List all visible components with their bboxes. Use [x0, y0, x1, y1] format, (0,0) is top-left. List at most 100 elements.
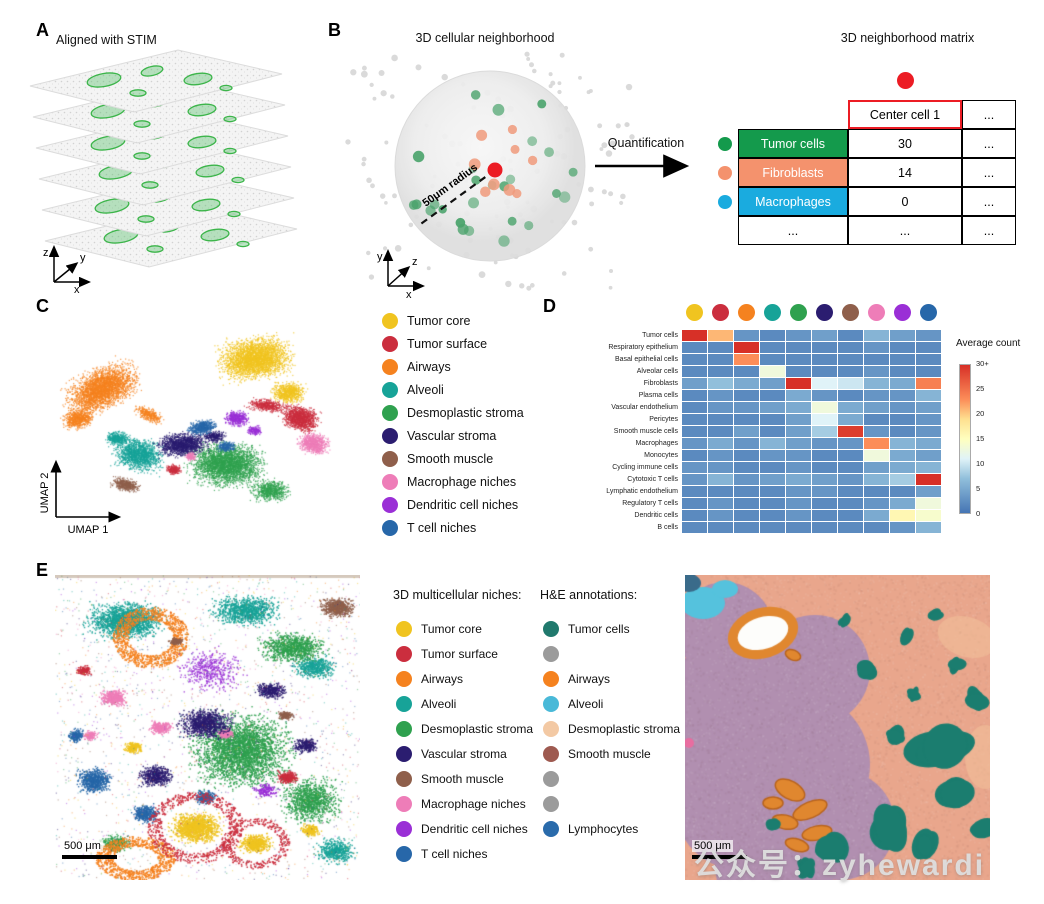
legend-label: Airways — [421, 671, 464, 686]
legend-color-dot — [382, 312, 398, 329]
matrix-row-dot-cell — [712, 187, 738, 216]
heatmap-cell — [838, 498, 863, 509]
quantification-label: Quantification — [607, 136, 685, 150]
matrix-value-cell: 14 — [848, 158, 962, 187]
scale-bar-left-label: 500 μm — [62, 840, 103, 852]
niche-column-dot — [738, 304, 755, 321]
heatmap-row-label: Smooth muscle cells — [613, 428, 678, 435]
legend-label: Alveoli — [568, 696, 604, 711]
matrix-value-cell: 30 — [848, 129, 962, 158]
heatmap-cell — [786, 438, 811, 449]
heatmap-cell — [812, 354, 837, 365]
heatmap-cell — [864, 462, 889, 473]
heatmap-cell — [760, 378, 785, 389]
heatmap-cell — [890, 378, 915, 389]
legend-color-dot — [543, 720, 559, 737]
heatmap-cell — [682, 414, 707, 425]
legend-label: Desmoplastic stroma — [421, 721, 534, 736]
heatmap-cell — [916, 366, 941, 377]
heatmap-cell — [786, 462, 811, 473]
legend-item: Vascular stroma — [396, 741, 533, 766]
umap-legend: Tumor core Tumor surface Airways Alveoli Des… — [382, 309, 524, 539]
legend-color-dot — [382, 450, 398, 467]
legend-label: Airways — [407, 359, 451, 374]
legend-item: Tumor surface — [396, 641, 533, 666]
panel-a-label: A — [36, 20, 49, 40]
heatmap-cell — [864, 330, 889, 341]
legend-item: Macrophage niches — [396, 791, 533, 816]
heatmap-cell — [838, 474, 863, 485]
legend-label: Smooth muscle — [407, 451, 494, 466]
colorbar-tick: 10 — [976, 459, 985, 468]
heatmap-cell — [916, 378, 941, 389]
heatmap-cell — [916, 402, 941, 413]
heatmap-cell — [864, 438, 889, 449]
legend-item: Alveoli — [543, 691, 680, 716]
legend-color-dot — [382, 358, 398, 375]
heatmap-cell — [812, 510, 837, 521]
legend-item: Airways — [543, 666, 680, 691]
heatmap-row-label: Dendritic cells — [634, 512, 678, 519]
heatmap-cell — [812, 474, 837, 485]
heatmap-cell — [838, 378, 863, 389]
legend-color-dot — [382, 335, 398, 352]
legend-color-dot — [396, 795, 412, 812]
legend-label: Vascular stroma — [407, 428, 497, 443]
heatmap-cell — [812, 390, 837, 401]
heatmap-row-label: Cytotoxic T cells — [627, 476, 678, 483]
heatmap-cell — [734, 462, 759, 473]
heatmap-cell — [864, 510, 889, 521]
heatmap-cell — [890, 462, 915, 473]
heatmap-cell — [890, 426, 915, 437]
heatmap-cell — [786, 426, 811, 437]
colorbar: 30+ 25 20 15 10 5 0 — [959, 359, 1029, 524]
heatmap-cell — [890, 438, 915, 449]
heatmap-cell — [916, 414, 941, 425]
heatmap-cell — [682, 510, 707, 521]
legend-color-dot — [543, 820, 559, 837]
heatmap-row-label: Macrophages — [635, 440, 678, 447]
heatmap-row-label: Monocytes — [644, 452, 678, 459]
scale-bar-right-line — [692, 855, 747, 859]
heatmap-row-label: Lymphatic endothelium — [606, 488, 678, 495]
colorbar-tick: 20 — [976, 409, 985, 418]
legend-color-dot — [382, 381, 398, 398]
heatmap-cell — [760, 498, 785, 509]
umap-plot — [30, 306, 340, 534]
heatmap-cell — [864, 486, 889, 497]
heatmap-cell — [864, 426, 889, 437]
heatmap-cell — [708, 330, 733, 341]
heatmap-cell — [890, 474, 915, 485]
heatmap-cell — [786, 414, 811, 425]
matrix-corner-spacer — [712, 100, 738, 129]
scale-bar-right: 500 μm — [692, 836, 747, 859]
heatmap-cell — [734, 486, 759, 497]
legend-label: Macrophage niches — [421, 796, 526, 811]
heatmap-cell — [786, 378, 811, 389]
heatmap-cell — [708, 354, 733, 365]
heatmap-cell — [734, 342, 759, 353]
quantification-arrow — [595, 154, 690, 178]
heatmap-cell — [734, 474, 759, 485]
legend-item: Tumor core — [382, 309, 524, 332]
matrix-row-label-cell: Fibroblasts — [738, 158, 848, 187]
heatmap-row-label: Alveolar cells — [636, 368, 678, 375]
he-legend-title: H&E annotations: — [540, 588, 638, 602]
scale-bar-left: 500 μm — [62, 836, 117, 859]
heatmap-cell — [890, 390, 915, 401]
niche-column-dot — [764, 304, 781, 321]
heatmap-cell — [864, 498, 889, 509]
heatmap-cell — [890, 450, 915, 461]
niche-column-dot — [920, 304, 937, 321]
heatmap-cell — [812, 342, 837, 353]
heatmap-cell — [838, 522, 863, 533]
niche-column-dot — [842, 304, 859, 321]
legend-item: Smooth muscle — [396, 766, 533, 791]
heatmap-cell — [864, 342, 889, 353]
legend-label: Airways — [568, 671, 611, 686]
heatmap-cell — [786, 342, 811, 353]
heatmap-cell — [812, 402, 837, 413]
heatmap-cell — [890, 366, 915, 377]
heatmap-cell — [890, 510, 915, 521]
legend-color-dot — [543, 795, 559, 812]
